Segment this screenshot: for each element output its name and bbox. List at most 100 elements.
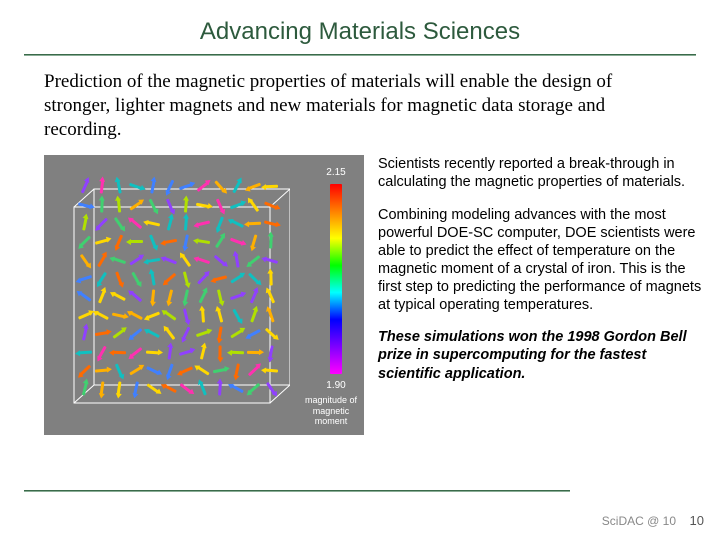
moment-arrow <box>146 366 160 375</box>
moment-arrow <box>112 350 126 353</box>
moment-arrow <box>78 275 92 282</box>
moment-arrow <box>146 350 160 354</box>
moment-arrow <box>115 363 123 377</box>
moment-arrow <box>115 235 123 249</box>
moment-arrow <box>217 308 224 322</box>
moment-arrow <box>82 382 88 396</box>
colorbar <box>330 184 342 374</box>
moment-arrow <box>268 345 273 359</box>
moment-arrow <box>95 368 109 372</box>
moment-arrow <box>199 382 207 396</box>
moment-arrow <box>184 235 190 249</box>
moment-arrow <box>230 350 244 353</box>
moment-arrow <box>166 290 172 304</box>
moment-arrow <box>247 350 261 353</box>
moment-arrow <box>248 365 260 377</box>
moment-arrow <box>78 311 92 319</box>
moment-arrow <box>217 290 223 304</box>
moment-arrow <box>214 254 227 265</box>
moment-arrow <box>165 198 173 212</box>
vector-field-plot <box>44 155 302 435</box>
moment-arrow <box>249 199 260 212</box>
moment-arrow <box>267 290 275 304</box>
intro-paragraph: Prediction of the magnetic properties of… <box>0 70 720 141</box>
moment-arrow <box>150 290 154 304</box>
moment-arrow <box>145 220 159 226</box>
moment-arrow <box>213 275 227 281</box>
moment-arrow <box>183 271 189 285</box>
moment-arrow <box>215 181 227 193</box>
moment-arrow <box>149 235 157 249</box>
moment-arrow <box>82 216 88 230</box>
simulation-box: 2.15 1.90 magnitude of magnetic moment <box>44 155 364 435</box>
moment-arrow <box>146 384 159 394</box>
moment-arrow <box>129 365 143 375</box>
moment-arrow <box>230 384 244 393</box>
moment-arrow <box>232 180 242 194</box>
slide: Advancing Materials Sciences Prediction … <box>0 0 720 540</box>
moment-arrow <box>166 216 173 230</box>
moment-arrow <box>79 236 91 248</box>
moment-arrow <box>264 185 278 188</box>
moment-arrow <box>248 255 261 266</box>
moment-arrow <box>165 180 174 194</box>
moment-arrow <box>112 292 126 301</box>
moment-arrow <box>269 272 272 286</box>
title-rule <box>24 54 696 56</box>
moment-arrow <box>266 382 276 395</box>
arrow-field <box>72 179 280 409</box>
moment-arrow <box>218 382 222 396</box>
colorbar-legend: 2.15 1.90 magnitude of magnetic moment <box>302 155 364 435</box>
moment-arrow <box>164 327 175 340</box>
moment-arrow <box>98 290 106 304</box>
moment-arrow <box>146 329 160 338</box>
moment-arrow <box>129 311 143 320</box>
moment-arrow <box>213 368 227 374</box>
moment-arrow <box>129 183 143 190</box>
footer-rule <box>24 490 570 492</box>
moment-arrow <box>196 330 210 337</box>
moment-arrow <box>100 180 105 194</box>
moment-arrow <box>183 290 189 304</box>
moment-arrow <box>219 345 222 359</box>
moment-arrow <box>78 292 91 303</box>
moment-arrow <box>247 183 261 191</box>
moment-arrow <box>230 201 244 209</box>
moment-arrow <box>96 217 108 229</box>
moment-arrow <box>167 345 172 359</box>
moment-arrow <box>79 364 91 376</box>
moment-arrow <box>78 350 92 354</box>
colorbar-max: 2.15 <box>326 167 345 178</box>
moment-arrow <box>267 308 274 322</box>
moment-arrow <box>150 180 156 194</box>
moment-arrow <box>145 258 159 263</box>
moment-arrow <box>129 218 142 229</box>
moment-arrow <box>81 180 90 194</box>
moment-arrow <box>230 293 244 300</box>
moment-arrow <box>248 383 261 394</box>
moment-arrow <box>264 220 278 226</box>
moment-arrow <box>112 257 126 264</box>
moment-arrow <box>196 239 210 244</box>
moment-arrow <box>163 384 177 393</box>
moment-arrow <box>181 254 191 267</box>
moment-arrow <box>97 345 107 359</box>
moment-arrow <box>150 271 155 285</box>
moment-arrow <box>82 326 88 340</box>
moment-arrow <box>162 256 176 264</box>
moment-arrow <box>230 329 243 339</box>
moment-arrow <box>197 272 209 284</box>
moment-arrow <box>247 222 261 226</box>
paragraph-2: Combining modeling advances with the mos… <box>378 206 702 315</box>
moment-arrow <box>97 272 107 285</box>
moment-arrow <box>264 201 278 209</box>
right-text-column: Scientists recently reported a break-thr… <box>378 155 702 435</box>
moment-arrow <box>129 200 142 210</box>
moment-arrow <box>95 311 109 320</box>
paragraph-3: These simulations won the 1998 Gordon Be… <box>378 328 702 382</box>
moment-arrow <box>197 181 210 192</box>
moment-arrow <box>129 328 142 339</box>
moment-arrow <box>95 331 109 336</box>
moment-arrow <box>250 290 258 304</box>
moment-arrow <box>116 180 121 194</box>
